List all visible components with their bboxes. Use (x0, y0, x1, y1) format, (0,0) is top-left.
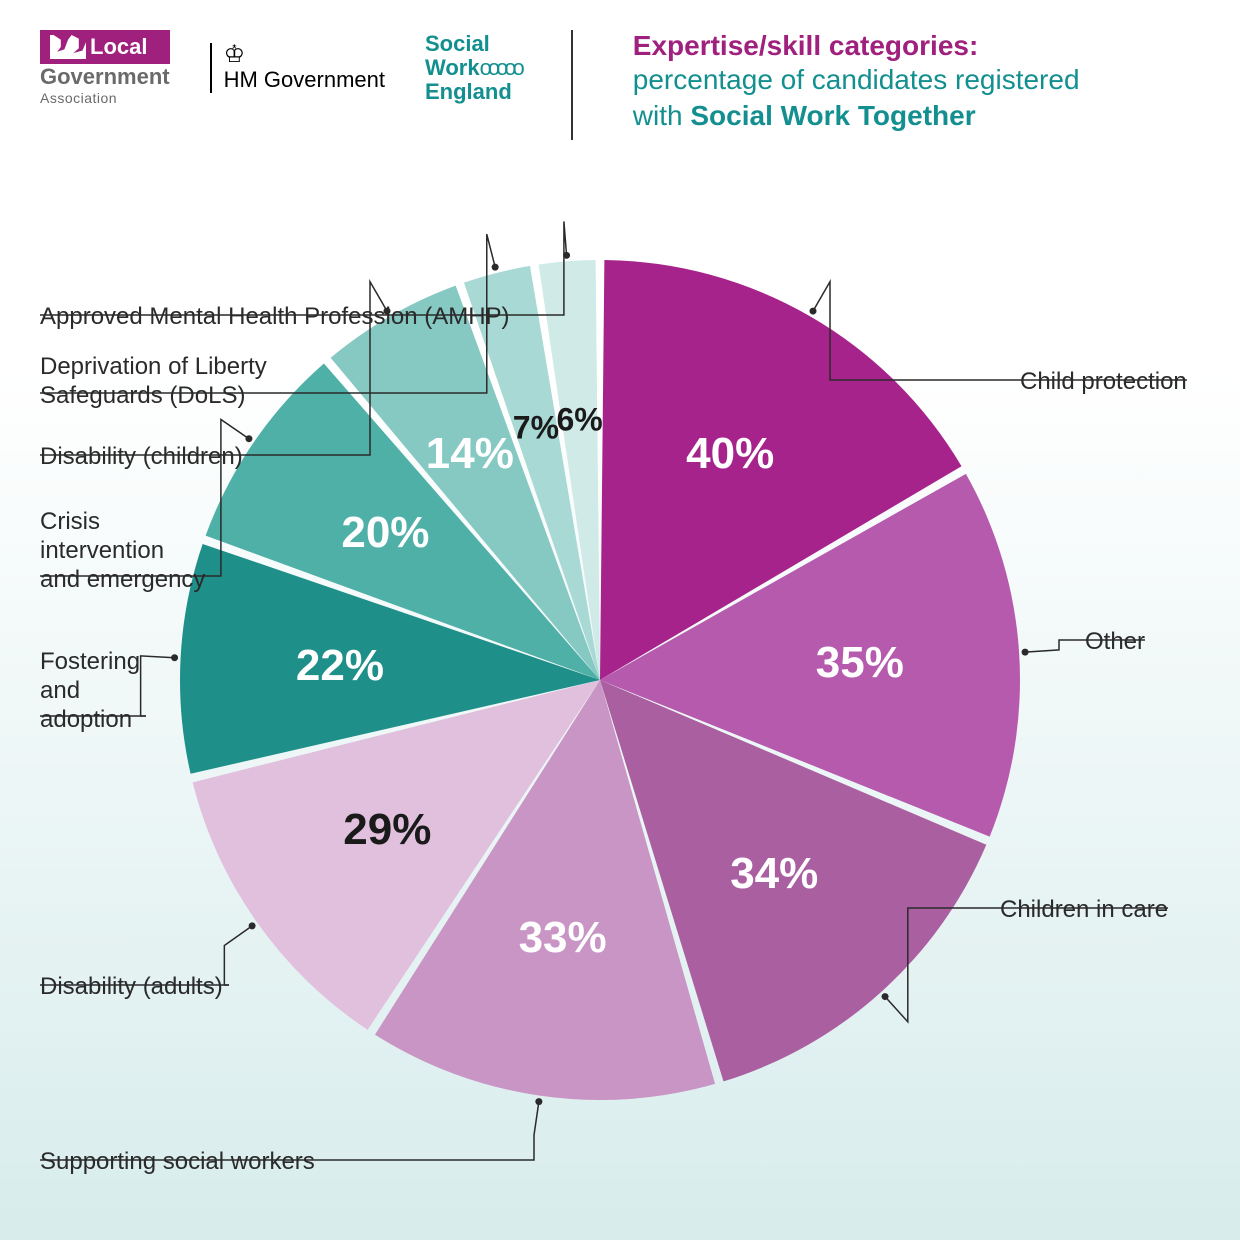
slice-value: 6% (556, 402, 602, 439)
lga-government: Government (40, 64, 170, 90)
pie-chart: 40% Child protection 35% Other 34% Children i… (0, 150, 1240, 1240)
slice-value: 33% (519, 913, 607, 963)
slice-label: Child protection (1020, 368, 1187, 397)
logo-social-work-england: Social Workooooo England (425, 32, 521, 105)
header: Local Government Association ♔ HM Govern… (0, 0, 1240, 140)
slice-value: 22% (296, 641, 384, 691)
slice-value: 29% (343, 805, 431, 855)
header-divider (571, 30, 573, 140)
logos-group: Local Government Association ♔ HM Govern… (40, 30, 521, 106)
slice-label: Fosteringandadoption (40, 648, 140, 734)
crown-icon: ♔ (224, 43, 246, 67)
slice-label: Deprivation of LibertySafeguards (DoLS) (40, 353, 267, 411)
slice-label: Other (1085, 628, 1145, 657)
slice-value: 35% (816, 638, 904, 688)
slice-value: 14% (426, 429, 514, 479)
slice-value: 20% (341, 508, 429, 558)
slice-value: 34% (730, 849, 818, 899)
slice-value: 7% (513, 409, 559, 446)
leader-line (141, 656, 175, 716)
lga-local: Local (90, 34, 147, 60)
slice-label: Crisisinterventionand emergency (40, 508, 205, 594)
lga-faces-icon (50, 35, 86, 59)
slice-label: Disability (adults) (40, 973, 223, 1002)
title-block: Expertise/skill categories: percentage o… (623, 30, 1083, 135)
title-heading: Expertise/skill categories: (633, 30, 1083, 62)
title-sub-b: Social Work Together (690, 100, 975, 131)
slice-label: Disability (children) (40, 443, 243, 472)
swe-line1: Social (425, 32, 521, 56)
leader-line (224, 926, 252, 985)
leader-line (321, 1102, 539, 1160)
slice-label: Supporting social workers (40, 1148, 315, 1177)
slice-value: 40% (686, 429, 774, 479)
swe-line2: Work (425, 55, 480, 80)
slice-label: Approved Mental Health Profession (AMHP) (40, 303, 510, 332)
slice-label: Children in care (1000, 896, 1168, 925)
logo-local-government-association: Local Government Association (40, 30, 170, 106)
lga-association: Association (40, 90, 170, 106)
leader-line (1025, 640, 1077, 652)
squiggle-icon: ooooo (480, 56, 521, 80)
logo-hm-government: ♔ HM Government (210, 43, 385, 93)
hmg-text: HM Government (224, 67, 385, 93)
swe-line3: England (425, 80, 521, 104)
title-subheading: percentage of candidates registered with… (633, 62, 1083, 135)
